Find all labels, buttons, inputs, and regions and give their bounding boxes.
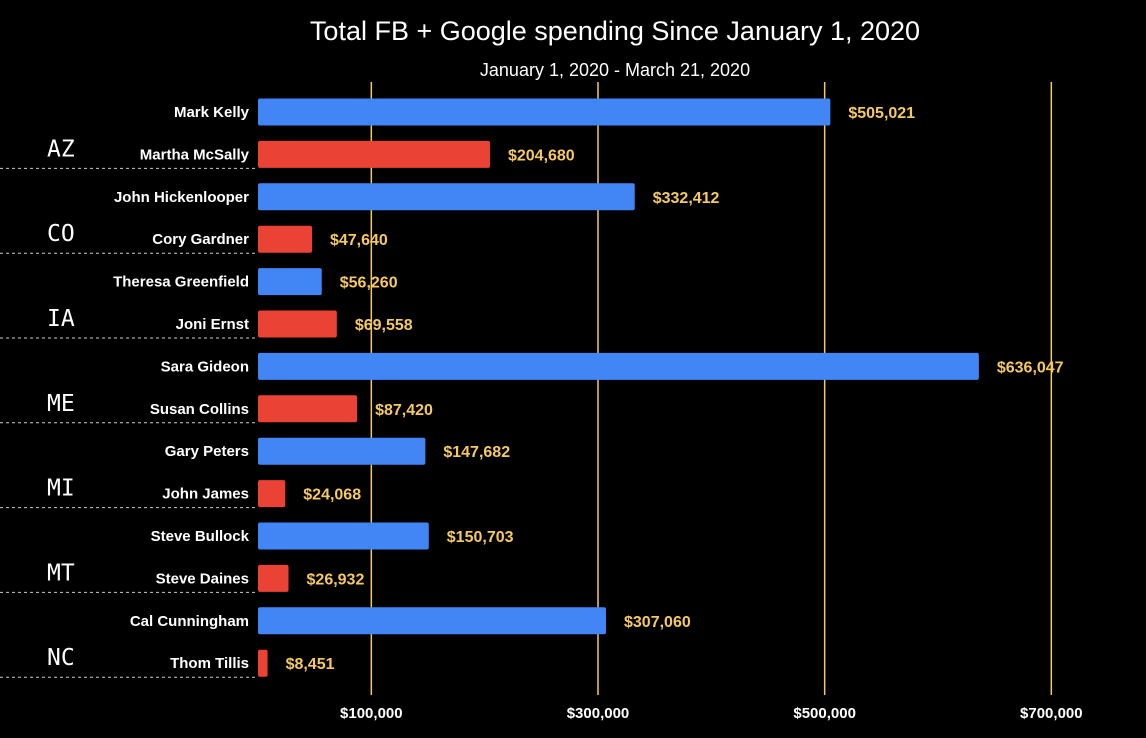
category-label: John Hickenlooper bbox=[114, 189, 249, 206]
bar-cory-gardner bbox=[258, 225, 312, 253]
category-label: Mark Kelly bbox=[174, 104, 250, 121]
bar-john-hickenlooper bbox=[258, 183, 635, 211]
state-label-mt: MT bbox=[47, 560, 75, 586]
category-label: Steve Bullock bbox=[151, 528, 250, 545]
value-label: $505,021 bbox=[848, 105, 915, 122]
category-label: Gary Peters bbox=[165, 443, 249, 460]
category-label: Sara Gideon bbox=[161, 358, 249, 375]
category-label: Martha McSally bbox=[140, 146, 250, 163]
category-label: Cory Gardner bbox=[152, 231, 249, 248]
state-label-ia: IA bbox=[47, 306, 75, 332]
value-label: $24,068 bbox=[303, 487, 361, 504]
value-label: $8,451 bbox=[286, 656, 335, 673]
value-label: $307,060 bbox=[624, 614, 691, 631]
chart-subtitle: January 1, 2020 - March 21, 2020 bbox=[480, 60, 750, 80]
bar-steve-bullock bbox=[258, 522, 429, 550]
gridlines bbox=[370, 82, 1053, 695]
state-label-mi: MI bbox=[47, 476, 75, 502]
bar-susan-collins bbox=[258, 395, 358, 423]
x-tick-label: $100,000 bbox=[340, 705, 403, 722]
state-label-az: AZ bbox=[47, 136, 75, 162]
value-label: $47,640 bbox=[330, 232, 388, 249]
value-label: $636,047 bbox=[997, 359, 1064, 376]
value-label: $56,260 bbox=[340, 275, 398, 292]
value-label: $204,680 bbox=[508, 147, 575, 164]
category-label: Susan Collins bbox=[150, 401, 249, 418]
value-label: $332,412 bbox=[653, 190, 720, 207]
value-label: $69,558 bbox=[355, 317, 413, 334]
chart-title: Total FB + Google spending Since January… bbox=[310, 16, 920, 46]
category-label: Joni Ernst bbox=[176, 316, 249, 333]
category-label: John James bbox=[162, 486, 249, 503]
bar-theresa-greenfield bbox=[258, 268, 322, 296]
x-tick-label: $500,000 bbox=[793, 705, 856, 722]
category-label: Cal Cunningham bbox=[130, 613, 249, 630]
state-label-me: ME bbox=[47, 391, 75, 417]
bar-john-james bbox=[258, 480, 286, 508]
category-label: Thom Tillis bbox=[170, 655, 249, 672]
bar-sara-gideon bbox=[258, 352, 979, 380]
category-label: Steve Daines bbox=[156, 570, 249, 587]
category-label: Theresa Greenfield bbox=[113, 274, 249, 291]
bars bbox=[258, 98, 979, 677]
value-label: $26,932 bbox=[307, 571, 365, 588]
bar-cal-cunningham bbox=[258, 607, 607, 635]
value-label: $87,420 bbox=[375, 402, 433, 419]
bar-thom-tillis bbox=[258, 649, 268, 677]
bar-mark-kelly bbox=[258, 98, 831, 126]
bar-martha-mcsally bbox=[258, 140, 490, 168]
state-dividers bbox=[0, 167, 258, 678]
bar-joni-ernst bbox=[258, 310, 337, 338]
labels: $100,000 $300,000 $500,000 $700,000 Mark Kel… bbox=[47, 104, 1083, 722]
state-label-co: CO bbox=[47, 221, 75, 247]
value-label: $147,682 bbox=[443, 444, 510, 461]
bar-gary-peters bbox=[258, 437, 426, 465]
state-label-nc: NC bbox=[47, 645, 75, 671]
x-tick-label: $700,000 bbox=[1020, 705, 1083, 722]
bar-steve-daines bbox=[258, 564, 289, 592]
value-label: $150,703 bbox=[447, 529, 514, 546]
x-tick-label: $300,000 bbox=[567, 705, 630, 722]
